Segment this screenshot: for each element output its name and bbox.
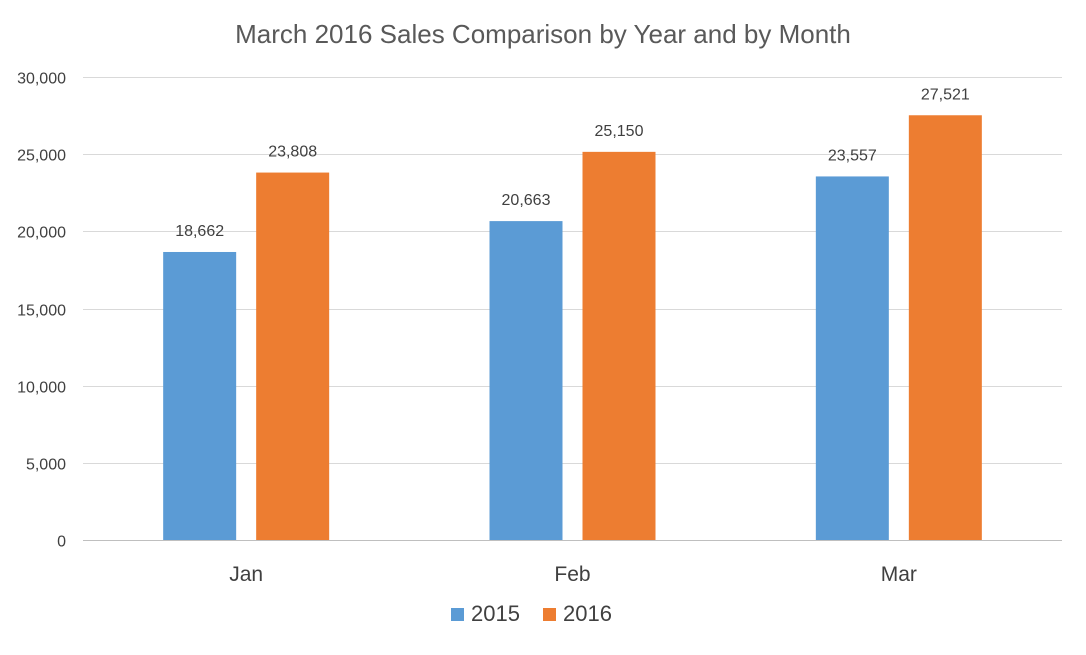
data-label: 23,808 bbox=[268, 144, 317, 161]
legend-label: 2015 bbox=[471, 601, 520, 626]
data-label: 20,663 bbox=[502, 192, 551, 209]
legend-label: 2016 bbox=[563, 601, 612, 626]
x-axis-tick-labels: Jan Feb Mar bbox=[229, 563, 917, 586]
legend-swatch-2015 bbox=[451, 608, 464, 621]
legend-swatch-2016 bbox=[543, 608, 556, 621]
gridlines bbox=[83, 77, 1062, 464]
y-axis-tick-labels: 0 5,000 10,000 15,000 20,000 25,000 30,000 bbox=[17, 71, 66, 551]
y-tick-label: 25,000 bbox=[17, 148, 66, 165]
x-tick-label: Jan bbox=[229, 563, 263, 586]
bar-2015-Mar bbox=[815, 176, 889, 541]
chart-title: March 2016 Sales Comparison by Year and … bbox=[235, 19, 851, 49]
y-tick-label: 10,000 bbox=[17, 380, 66, 397]
bars bbox=[163, 115, 982, 541]
bar-2016-Feb bbox=[582, 151, 656, 540]
data-label: 25,150 bbox=[595, 123, 644, 140]
y-tick-label: 15,000 bbox=[17, 303, 66, 320]
data-labels: 18,662 23,808 20,663 25,150 23,557 27,521 bbox=[175, 86, 970, 240]
bar-2015-Feb bbox=[489, 221, 563, 541]
data-label: 18,662 bbox=[175, 223, 224, 240]
y-tick-label: 5,000 bbox=[26, 457, 66, 474]
bar-2016-Mar bbox=[908, 115, 982, 541]
y-tick-label: 20,000 bbox=[17, 225, 66, 242]
legend: 2015 2016 bbox=[451, 601, 612, 626]
bar-2016-Jan bbox=[256, 172, 330, 540]
data-label: 23,557 bbox=[828, 147, 877, 164]
bar-2015-Jan bbox=[163, 251, 237, 540]
y-tick-label: 0 bbox=[57, 534, 66, 551]
y-tick-label: 30,000 bbox=[17, 71, 66, 88]
data-label: 27,521 bbox=[921, 86, 970, 103]
x-tick-label: Mar bbox=[881, 563, 917, 586]
x-tick-label: Feb bbox=[554, 563, 590, 586]
